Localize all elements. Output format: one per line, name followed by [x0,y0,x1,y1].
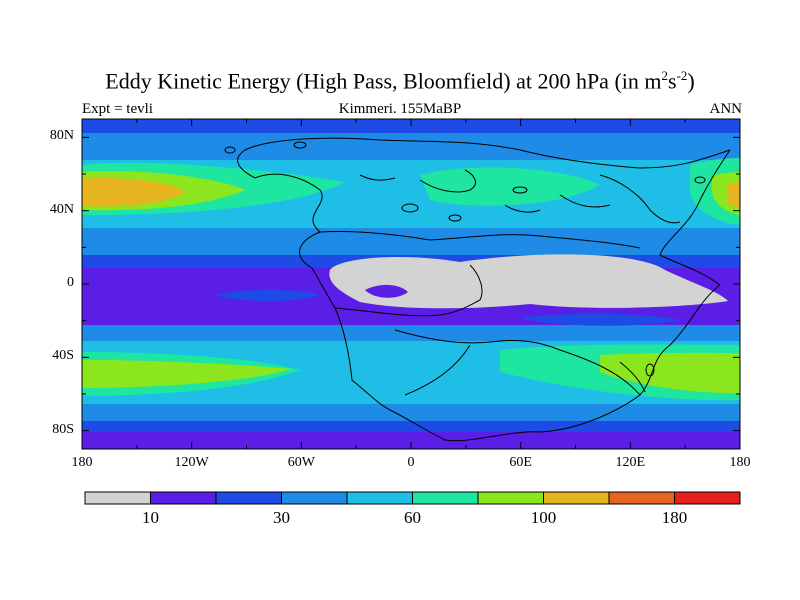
lon-label: 60E [509,455,532,470]
colorbar [84,491,741,505]
coastlines [224,137,731,442]
colorbar-swatch [608,491,675,505]
lon-label: 120W [174,455,209,470]
period-label: Kimmeri. 155MaBP [338,101,462,117]
lat-label: 80N [49,128,74,144]
colorbar-label: 10 [142,508,159,527]
colorbar-label: 100 [530,508,557,527]
lon-label: 180 [729,455,751,470]
colorbar-label: 180 [661,508,688,527]
lon-label: 0 [407,455,415,470]
plot-title: Eddy Kinetic Energy (High Pass, Bloomfie… [105,68,695,94]
colorbar-label: 30 [273,508,290,527]
lat-label: 40N [49,201,74,217]
lon-label: 120E [615,455,646,470]
colorbar-swatch [477,491,544,505]
lat-label: 40S [52,348,74,364]
season-label: ANN [709,101,743,117]
lon-label: 60W [287,455,315,470]
colorbar-swatch [215,491,282,505]
experiment-label: Expt = tevli [82,101,153,117]
colorbar-swatch [346,491,413,505]
colorbar-swatch [412,491,479,505]
colorbar-swatch [150,491,217,505]
eke-field [82,119,740,449]
lon-label: 180 [71,455,93,470]
colorbar-swatch [281,491,348,505]
lat-label: 0 [67,275,74,290]
colorbar-swatch [674,491,741,505]
lat-label: 80S [52,421,74,437]
colorbar-label: 60 [404,508,421,527]
colorbar-swatch [84,491,151,505]
colorbar-swatch [543,491,610,505]
